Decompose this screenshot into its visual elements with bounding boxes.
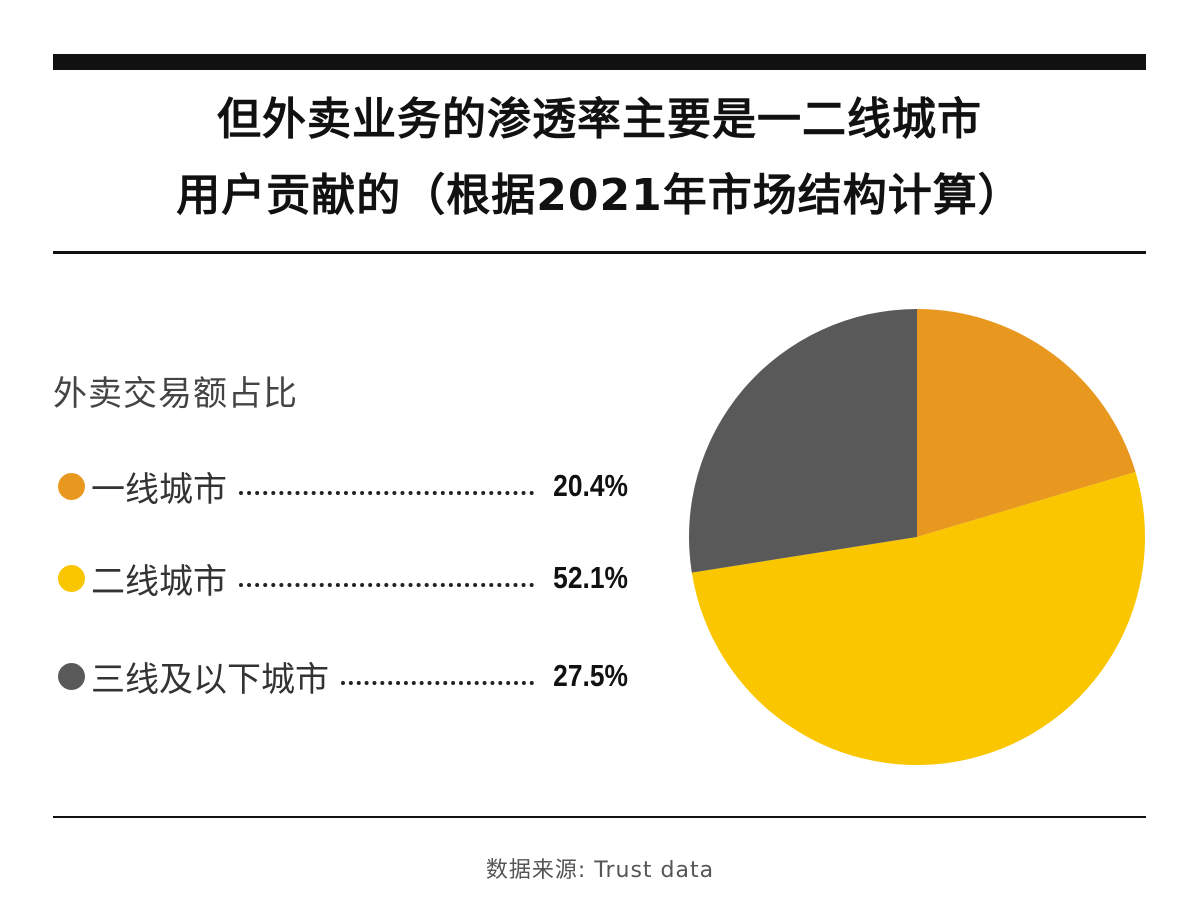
pie-chart — [680, 300, 1154, 774]
chart-subtitle: 外卖交易额占比 — [53, 366, 298, 415]
dot-leader — [341, 681, 534, 685]
legend-label-tier1: 一线城市 — [91, 462, 227, 511]
source-note: 数据来源: Trust data — [0, 852, 1200, 884]
legend-item-tier2: 二线城市 52.1% — [58, 556, 628, 600]
title-line-2: 用户贡献的（根据2021年市场结构计算） — [53, 158, 1146, 234]
legend-label-tier3: 三线及以下城市 — [91, 652, 329, 701]
legend-value-tier2: 52.1% — [553, 560, 628, 596]
chart-title: 但外卖业务的渗透率主要是一二线城市 用户贡献的（根据2021年市场结构计算） — [53, 82, 1146, 234]
footer-divider — [53, 816, 1146, 818]
legend-label-tier2: 二线城市 — [91, 554, 227, 603]
top-bar — [53, 54, 1146, 70]
title-divider — [53, 251, 1146, 254]
title-line-1: 但外卖业务的渗透率主要是一二线城市 — [53, 82, 1146, 158]
legend-item-tier1: 一线城市 20.4% — [58, 464, 628, 508]
dot-leader — [239, 583, 534, 587]
legend-dot-tier3 — [58, 663, 85, 690]
pie-slice-tier3 — [689, 309, 917, 573]
legend-dot-tier2 — [58, 565, 85, 592]
legend-dot-tier1 — [58, 473, 85, 500]
legend-value-tier3: 27.5% — [553, 658, 628, 694]
dot-leader — [239, 491, 534, 495]
legend-value-tier1: 20.4% — [553, 468, 628, 504]
legend-item-tier3: 三线及以下城市 27.5% — [58, 654, 628, 698]
